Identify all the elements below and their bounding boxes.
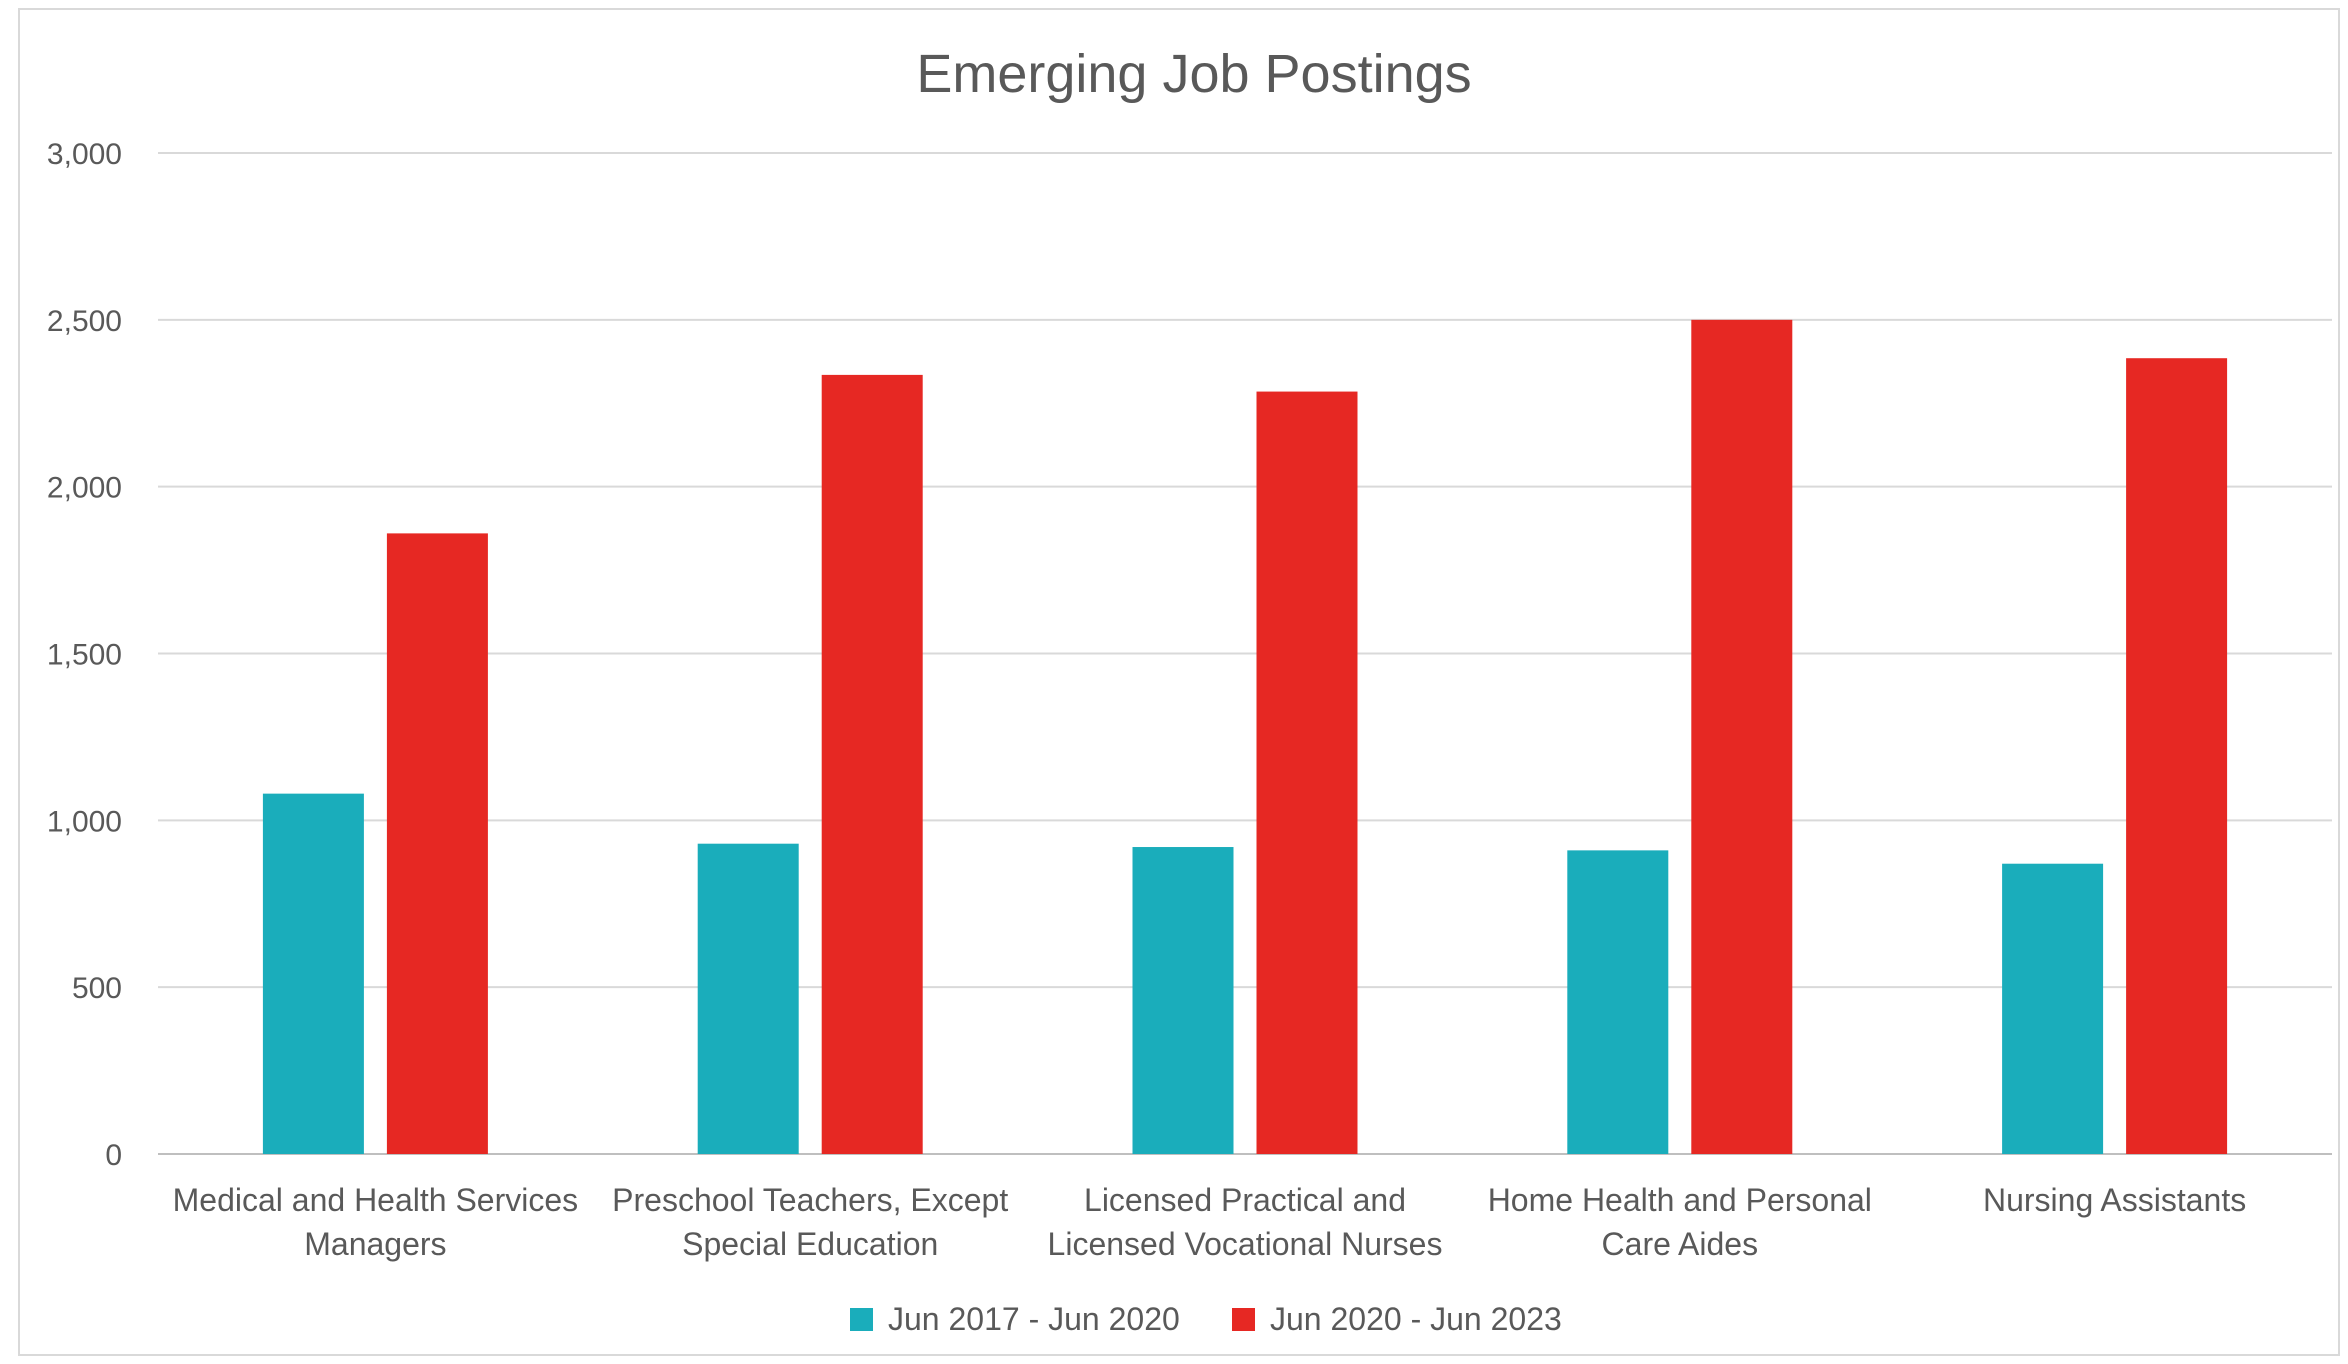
- category-label-line: Home Health and Personal: [1488, 1182, 1872, 1218]
- category-label-2: Preschool Teachers, Except Special Educat…: [612, 1182, 1008, 1262]
- gridlines: [158, 152, 2332, 1155]
- y-tick-label-2500: 2,500: [47, 305, 122, 338]
- category-label-line: Managers: [304, 1226, 446, 1262]
- category-label-line: Preschool Teachers, Except: [612, 1182, 1008, 1218]
- bar-series1-cat1: [262, 793, 364, 1154]
- category-label-4: Home Health and Personal Care Aides: [1488, 1182, 1872, 1262]
- y-tick-label-500: 500: [72, 972, 122, 1005]
- category-label-line: Licensed Practical and: [1084, 1182, 1406, 1218]
- y-tick-label-3000: 3,000: [47, 138, 122, 171]
- bar-series2-cat3: [1256, 391, 1358, 1154]
- chart-title: Emerging Job Postings: [916, 44, 1471, 104]
- category-label-line: Special Education: [682, 1226, 938, 1262]
- category-label-line: Medical and Health Services: [173, 1182, 579, 1218]
- y-tick-label-2000: 2,000: [47, 472, 122, 505]
- category-label-line: Licensed Vocational Nurses: [1048, 1226, 1443, 1262]
- legend-swatch-2: [1232, 1308, 1255, 1331]
- y-tick-label-1000: 1,000: [47, 805, 122, 838]
- bar-series2-cat4: [1691, 319, 1793, 1154]
- legend: Jun 2017 - Jun 2020 Jun 2020 - Jun 2023: [850, 1301, 1562, 1337]
- legend-label-1: Jun 2017 - Jun 2020: [888, 1301, 1180, 1337]
- bar-series2-cat5: [2126, 358, 2228, 1155]
- bar-series1-cat3: [1132, 847, 1234, 1154]
- category-label-line: Care Aides: [1602, 1226, 1759, 1262]
- x-axis-category-labels: Medical and Health Services Managers Presc…: [173, 1182, 2247, 1262]
- y-tick-label-0: 0: [105, 1139, 122, 1172]
- y-tick-label-1500: 1,500: [47, 639, 122, 672]
- category-label-line: Nursing Assistants: [1983, 1182, 2246, 1218]
- bar-series1-cat5: [2002, 863, 2104, 1154]
- bar-series2-cat2: [821, 374, 923, 1155]
- y-axis-tick-labels: 0 500 1,000 1,500 2,000 2,500 3,000: [47, 138, 122, 1172]
- category-label-3: Licensed Practical and Licensed Vocationa…: [1048, 1182, 1443, 1262]
- bar-series1-cat2: [697, 843, 799, 1154]
- bar-series2-cat1: [386, 533, 488, 1154]
- legend-label-2: Jun 2020 - Jun 2023: [1270, 1301, 1562, 1337]
- legend-swatch-1: [850, 1308, 873, 1331]
- bar-series1-cat4: [1567, 850, 1669, 1154]
- category-label-1: Medical and Health Services Managers: [173, 1182, 579, 1262]
- category-label-5: Nursing Assistants: [1983, 1182, 2246, 1218]
- bars: [262, 319, 2228, 1155]
